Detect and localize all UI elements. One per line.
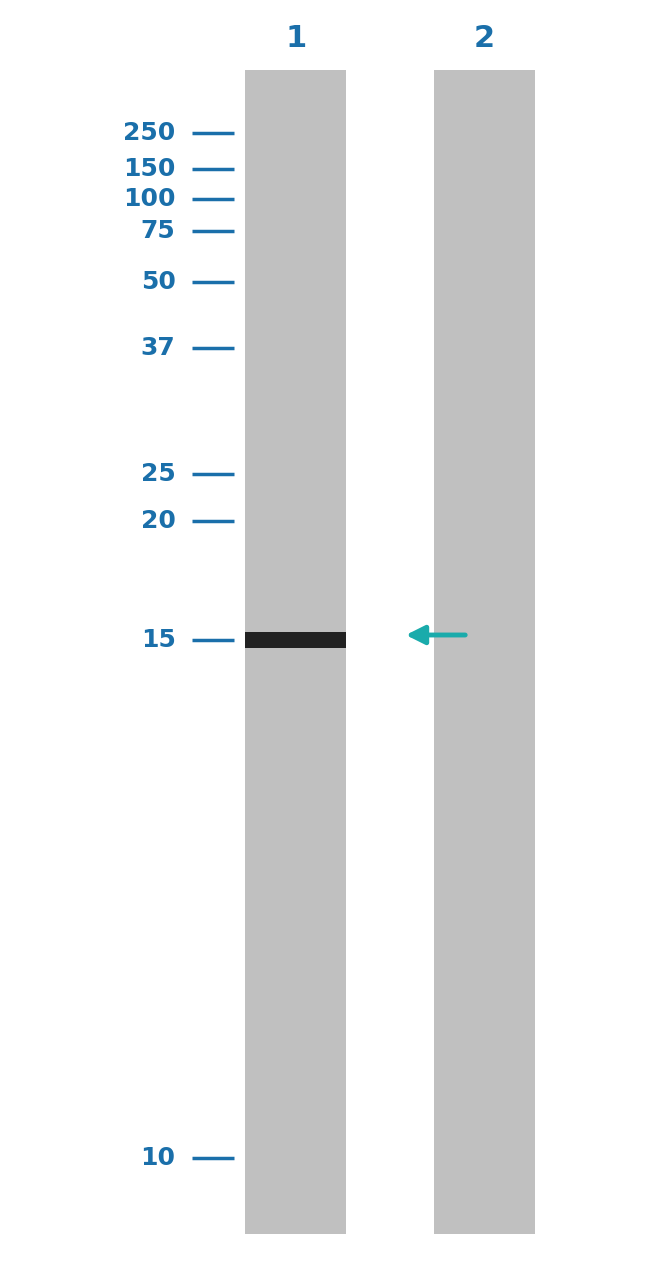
- Text: 10: 10: [140, 1147, 176, 1170]
- Text: 2: 2: [474, 24, 495, 52]
- Text: 1: 1: [285, 24, 306, 52]
- Text: 150: 150: [123, 157, 176, 180]
- Text: 25: 25: [141, 462, 176, 485]
- Text: 100: 100: [123, 188, 176, 211]
- Text: 20: 20: [140, 509, 176, 532]
- Text: 37: 37: [141, 337, 176, 359]
- Bar: [434, 70, 534, 1234]
- Text: 250: 250: [124, 122, 176, 145]
- Text: 50: 50: [140, 271, 176, 293]
- Text: 75: 75: [141, 220, 176, 243]
- Bar: [246, 70, 346, 1234]
- Text: 15: 15: [140, 629, 176, 652]
- Bar: [246, 632, 346, 648]
